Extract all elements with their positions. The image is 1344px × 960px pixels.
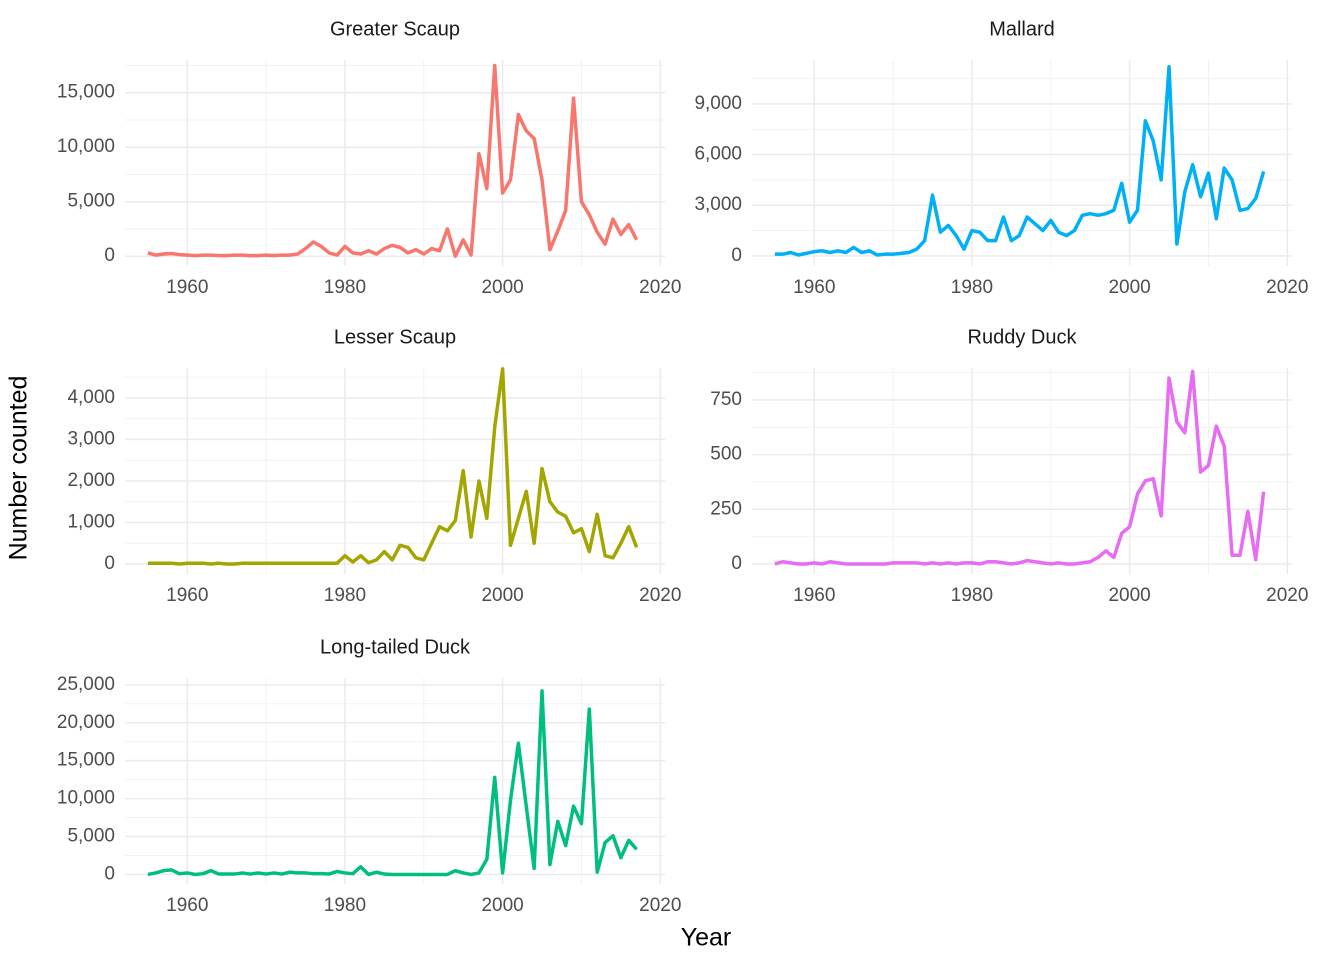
x-tick-label: 2000: [1108, 277, 1150, 298]
y-tick-label: 6,000: [694, 144, 742, 165]
x-tick-label: 1980: [324, 895, 366, 916]
y-axis-title: Number counted: [5, 376, 33, 561]
panel-title: Ruddy Duck: [968, 326, 1078, 348]
panel-title: Mallard: [989, 18, 1055, 40]
x-tick-label: 1960: [793, 585, 835, 606]
x-tick-label: 2020: [1266, 277, 1308, 298]
x-tick-label: 1960: [793, 277, 835, 298]
data-line: [774, 369, 1266, 566]
x-axis-title: Year: [681, 924, 732, 952]
y-tick-label: 2,000: [67, 470, 115, 491]
x-tick-label: 1980: [324, 585, 366, 606]
x-tick-label: 2020: [639, 277, 681, 298]
y-tick-label: 3,000: [694, 194, 742, 215]
data-line: [147, 367, 639, 566]
y-tick-label: 3,000: [67, 428, 115, 449]
y-tick-label: 5,000: [67, 826, 115, 847]
y-tick-label: 4,000: [67, 387, 115, 408]
x-tick-label: 1980: [951, 585, 993, 606]
y-tick-label: 750: [710, 389, 742, 410]
y-tick-label: 10,000: [57, 788, 115, 809]
panel-title: Lesser Scaup: [334, 326, 456, 348]
y-tick-label: 0: [731, 245, 742, 266]
y-tick-label: 500: [710, 444, 742, 465]
x-tick-label: 2020: [639, 895, 681, 916]
x-tick-label: 2000: [1108, 585, 1150, 606]
y-tick-label: 1,000: [67, 512, 115, 533]
y-tick-label: 9,000: [694, 93, 742, 114]
y-tick-label: 15,000: [57, 82, 115, 103]
y-tick-label: 5,000: [67, 191, 115, 212]
x-tick-label: 2020: [1266, 585, 1308, 606]
y-tick-label: 250: [710, 498, 742, 519]
y-tick-label: 0: [104, 553, 115, 574]
y-tick-label: 25,000: [57, 674, 115, 695]
panel-title: Long-tailed Duck: [320, 636, 471, 658]
data-line: [147, 689, 638, 877]
x-tick-label: 1980: [951, 277, 993, 298]
x-tick-label: 1960: [166, 277, 208, 298]
data-line: [147, 63, 639, 258]
data-line: [774, 65, 1266, 257]
x-tick-label: 2020: [639, 585, 681, 606]
x-tick-label: 1960: [166, 585, 208, 606]
x-tick-label: 1960: [166, 895, 208, 916]
x-tick-label: 2000: [481, 585, 523, 606]
panel-title: Greater Scaup: [330, 18, 460, 40]
y-tick-label: 10,000: [57, 136, 115, 157]
y-tick-label: 15,000: [57, 750, 115, 771]
x-tick-label: 2000: [481, 277, 523, 298]
y-tick-label: 0: [731, 553, 742, 574]
y-tick-label: 20,000: [57, 712, 115, 733]
y-tick-label: 0: [104, 245, 115, 266]
y-tick-label: 0: [104, 863, 115, 884]
x-tick-label: 1980: [324, 277, 366, 298]
x-tick-label: 2000: [481, 895, 523, 916]
